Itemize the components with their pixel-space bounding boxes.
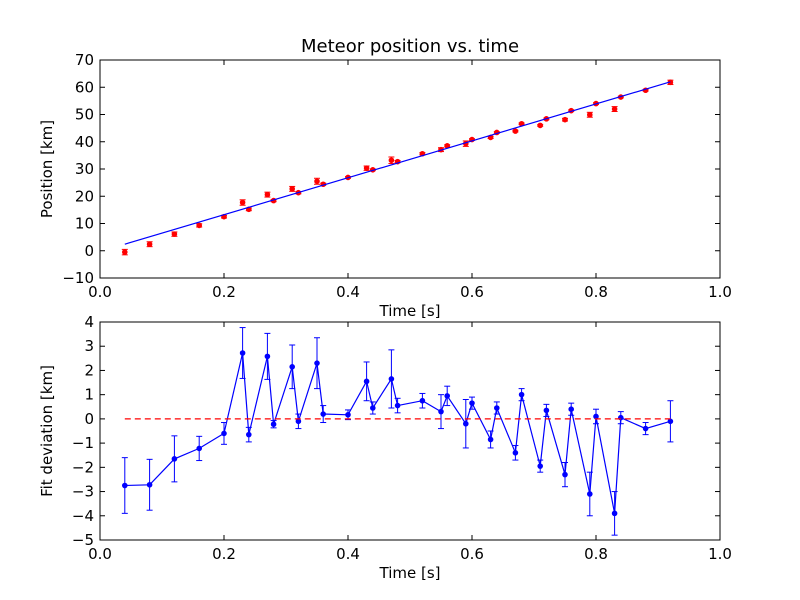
data-point	[394, 402, 401, 409]
y-tick-label: 2	[84, 361, 94, 379]
data-point	[587, 491, 593, 497]
data-point	[667, 418, 674, 425]
y-tick-label: −5	[72, 531, 94, 549]
deviation-chart: 0.0 0.2 0.4 0.6 0.8 1.0 −5 −4 −3 −2 −1 0 1 2 3 4 Time …	[38, 313, 732, 582]
data-point	[438, 408, 444, 415]
y-tick-label: 40	[75, 133, 94, 151]
axes-frame	[99, 321, 721, 541]
data-point	[494, 405, 500, 411]
data-point	[264, 353, 271, 360]
y-tick-label: 50	[75, 106, 94, 124]
data-point	[642, 425, 649, 432]
data-point	[246, 431, 252, 438]
y-axis-label: Fit deviation [km]	[38, 365, 56, 497]
data-point	[388, 376, 395, 382]
x-tick-label: 0.0	[88, 545, 112, 563]
plot-area	[99, 59, 721, 279]
data-point	[537, 463, 544, 469]
data-point	[568, 406, 575, 413]
y-tick-label: −10	[62, 269, 94, 287]
x-tick-label: 0.4	[336, 545, 360, 563]
x-tick-label: 0.8	[584, 545, 608, 563]
data-point	[487, 436, 494, 443]
data-point	[146, 241, 153, 248]
data-point	[320, 411, 327, 417]
y-tick-label: 4	[84, 313, 94, 331]
y-tick-label: 1	[84, 386, 94, 404]
data-point	[419, 397, 426, 404]
x-axis-ticks: 0.0 0.2 0.4 0.6 0.8 1.0	[88, 60, 732, 301]
y-tick-label: 60	[75, 78, 94, 96]
x-tick-label: 0.8	[584, 283, 608, 301]
x-tick-label: 0.6	[460, 283, 484, 301]
data-point	[146, 481, 153, 488]
data-point	[171, 231, 178, 237]
position-chart: Meteor position vs. time 0.0 0.2 0.4 0.6 0.8…	[38, 36, 732, 320]
data-point	[363, 378, 370, 385]
data-point	[289, 364, 296, 370]
data-point	[270, 421, 277, 428]
data-point	[122, 482, 128, 489]
y-tick-label: 30	[75, 160, 94, 178]
x-axis-label: Time [s]	[379, 564, 441, 582]
y-tick-label: 0	[84, 410, 94, 428]
y-tick-label: 0	[84, 242, 94, 260]
x-tick-label: 1.0	[708, 283, 732, 301]
y-tick-label: 20	[75, 187, 94, 205]
x-axis-label: Time [s]	[379, 302, 441, 320]
y-tick-label: −3	[72, 483, 94, 501]
data-point	[388, 157, 395, 164]
data-point	[363, 165, 370, 171]
data-point	[587, 111, 593, 118]
x-tick-label: 0.0	[88, 283, 112, 301]
y-axis-ticks: −5 −4 −3 −2 −1 0 1 2 3 4	[72, 313, 720, 549]
data-point	[345, 411, 351, 418]
data-point	[611, 106, 618, 112]
data-point	[593, 413, 599, 420]
y-axis-ticks: −10 0 10 20 30 40 50 60 70	[62, 51, 720, 287]
plot-area	[99, 321, 721, 541]
data-point	[196, 222, 202, 229]
y-tick-label: −4	[72, 507, 94, 525]
data-point	[239, 199, 246, 206]
data-point	[611, 510, 618, 517]
data-point	[512, 450, 519, 456]
y-axis-label: Position [km]	[38, 120, 56, 218]
data-point	[122, 249, 128, 255]
series-line	[124, 81, 671, 245]
data-point	[543, 407, 550, 414]
x-tick-label: 0.2	[212, 283, 236, 301]
data-point	[196, 445, 202, 452]
x-axis-ticks: 0.0 0.2 0.4 0.6 0.8 1.0	[88, 322, 732, 563]
data-point	[370, 405, 376, 411]
y-tick-label: −2	[72, 458, 94, 476]
data-point	[444, 393, 451, 399]
data-point	[463, 420, 469, 427]
y-tick-label: −1	[72, 434, 94, 452]
data-point	[314, 360, 320, 366]
data-point	[518, 391, 525, 398]
data-point	[264, 191, 271, 198]
data-point	[295, 418, 302, 425]
data-point	[537, 122, 544, 129]
y-tick-label: 3	[84, 337, 94, 355]
y-tick-label: 70	[75, 51, 94, 69]
data-point	[239, 350, 246, 356]
x-tick-label: 1.0	[708, 545, 732, 563]
data-point	[562, 471, 568, 478]
x-tick-label: 0.4	[336, 283, 360, 301]
data-point	[314, 178, 320, 185]
data-point	[171, 456, 178, 462]
data-point	[221, 430, 227, 437]
data-point	[289, 186, 296, 192]
x-tick-label: 0.6	[460, 545, 484, 563]
data-point	[469, 400, 475, 406]
chart-title: Meteor position vs. time	[301, 36, 519, 57]
y-tick-label: 10	[75, 215, 94, 233]
data-point	[512, 128, 519, 134]
data-point	[562, 116, 568, 123]
x-tick-label: 0.2	[212, 545, 236, 563]
